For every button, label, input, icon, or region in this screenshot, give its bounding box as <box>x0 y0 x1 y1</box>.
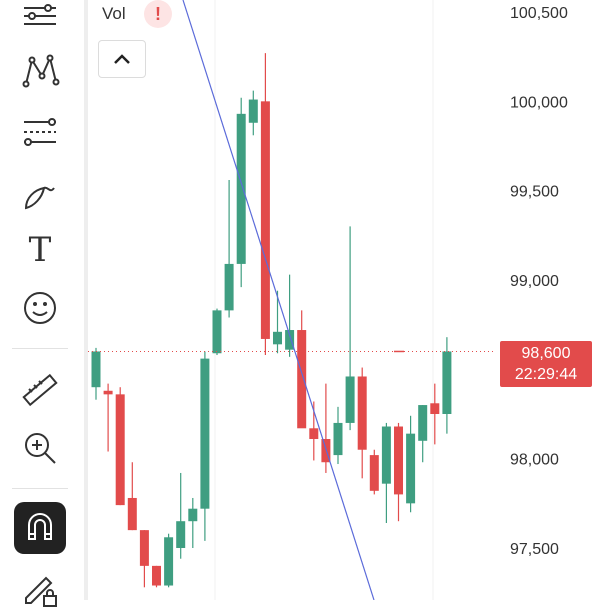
lock-draw-icon <box>25 576 57 607</box>
current-price-label: 98,600 <box>521 345 571 362</box>
text-icon: T <box>28 230 52 270</box>
candle-body <box>394 426 403 495</box>
fib-tool[interactable] <box>10 104 70 160</box>
candle-body <box>309 428 319 440</box>
magnet-tool[interactable] <box>10 499 70 555</box>
trendline <box>182 0 375 600</box>
candle-body <box>285 330 295 350</box>
chevron-up-icon <box>114 54 130 64</box>
magnet-icon <box>28 513 52 540</box>
candle-body <box>333 422 343 456</box>
candle-body <box>297 330 307 429</box>
brush-icon <box>24 186 55 210</box>
candle-body <box>248 99 258 123</box>
toolbar-divider <box>84 0 88 600</box>
warning-icon[interactable]: ! <box>144 0 172 28</box>
drawing-toolbar: T <box>0 0 80 607</box>
emoji-tool[interactable] <box>10 280 70 336</box>
countdown-label: 22:29:44 <box>514 366 578 383</box>
candle-body <box>381 426 391 484</box>
fib-icon <box>24 118 56 146</box>
candle-body <box>224 263 234 311</box>
indicator-label[interactable]: Vol <box>102 4 126 23</box>
price-axis-tick: 100,500 <box>510 5 568 22</box>
collapse-indicators-button[interactable] <box>98 40 146 78</box>
candle-body <box>357 376 367 450</box>
candle-body <box>188 508 198 522</box>
candle-body <box>103 390 113 395</box>
lock-drawings-tool[interactable] <box>10 560 70 616</box>
current-price-badge: 98,600 22:29:44 <box>500 341 592 387</box>
candle-body <box>164 537 174 586</box>
candle-body <box>345 376 355 423</box>
candle-body <box>442 351 452 414</box>
candle-body <box>200 358 210 509</box>
candle-body <box>152 565 161 586</box>
candle-body <box>212 310 222 354</box>
patterns-tool[interactable] <box>10 42 70 98</box>
emoji-icon <box>24 292 56 324</box>
price-axis-tick: 99,000 <box>510 273 559 290</box>
polyline-icon <box>22 54 60 88</box>
toolbar-separator <box>12 348 68 349</box>
candle-body <box>369 455 379 491</box>
candle-body <box>418 405 428 441</box>
price-axis-tick: 100,000 <box>510 94 568 111</box>
candle-body <box>176 521 186 548</box>
measure-tool[interactable] <box>10 362 70 418</box>
candle-body <box>91 351 101 388</box>
zoom-tool[interactable] <box>10 420 70 476</box>
lines-icon <box>24 4 56 25</box>
candle-body <box>139 530 149 566</box>
candle-body <box>236 113 246 264</box>
zoom-icon <box>25 433 56 464</box>
text-tool[interactable]: T <box>10 222 70 278</box>
price-axis-tick: 99,500 <box>510 184 559 201</box>
warning-glyph: ! <box>155 3 161 24</box>
price-axis-tick: 98,000 <box>510 452 559 469</box>
candle-body <box>430 403 440 414</box>
candle-body <box>115 394 125 506</box>
toolbar-separator <box>12 488 68 489</box>
price-chart[interactable]: 100,500 100,000 99,500 99,000 98,000 97,500 <box>88 0 600 600</box>
trend-lines-tool[interactable] <box>10 0 70 44</box>
candle-body <box>406 433 416 504</box>
candle-body <box>273 331 282 345</box>
ruler-icon <box>22 373 58 407</box>
candle-body <box>127 497 137 531</box>
candle-body <box>260 101 270 339</box>
price-axis-tick: 97,500 <box>510 541 559 558</box>
brush-tool[interactable] <box>10 166 70 222</box>
